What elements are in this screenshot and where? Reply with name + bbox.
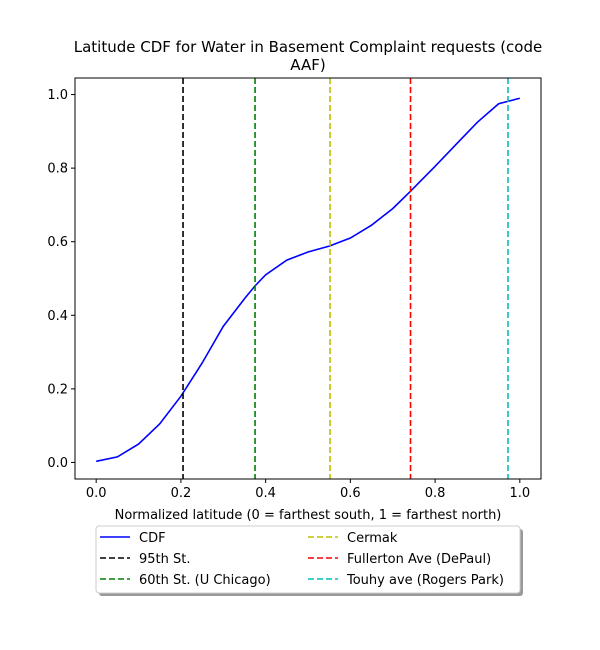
- x-tick-label: 0.8: [425, 486, 446, 501]
- y-tick-label: 0.2: [47, 382, 68, 397]
- legend-label-2: 60th St. (U Chicago): [139, 573, 271, 588]
- y-tick-label: 1.0: [47, 88, 68, 103]
- legend-label-1: 95th St.: [139, 552, 191, 567]
- x-axis-label: Normalized latitude (0 = farthest south,…: [115, 508, 502, 523]
- x-tick-label: 0.6: [340, 486, 361, 501]
- legend-label-3: Cermak: [347, 531, 398, 546]
- y-tick-label: 0.6: [47, 235, 68, 250]
- chart-title-line1: Latitude CDF for Water in Basement Compl…: [74, 38, 543, 56]
- x-tick-label: 0.0: [86, 486, 107, 501]
- y-tick-label: 0.8: [47, 162, 68, 177]
- legend-label-4: Fullerton Ave (DePaul): [347, 552, 491, 567]
- series-line-cdf: [96, 97, 521, 463]
- legend-label-0: CDF: [139, 531, 166, 546]
- x-tick-label: 1.0: [509, 486, 530, 501]
- y-tick-label: 0.4: [47, 309, 68, 324]
- legend: CDF 95th St. 60th St. (U Chicago) Cermak Ful…: [95, 525, 523, 596]
- plot-area: 0.0 0.2 0.4 0.6 0.8 1.0 0.0 0.2 0.4 0.6 0.8 1.0: [47, 77, 542, 501]
- x-tick-label: 0.2: [171, 486, 192, 501]
- chart-title-line2: AAF): [290, 56, 325, 74]
- legend-label-5: Touhy ave (Rogers Park): [346, 573, 504, 588]
- legend-box: [95, 525, 521, 594]
- x-tick-label: 0.4: [255, 486, 276, 501]
- y-tick-label: 0.0: [47, 456, 68, 471]
- axes-frame: [74, 77, 542, 480]
